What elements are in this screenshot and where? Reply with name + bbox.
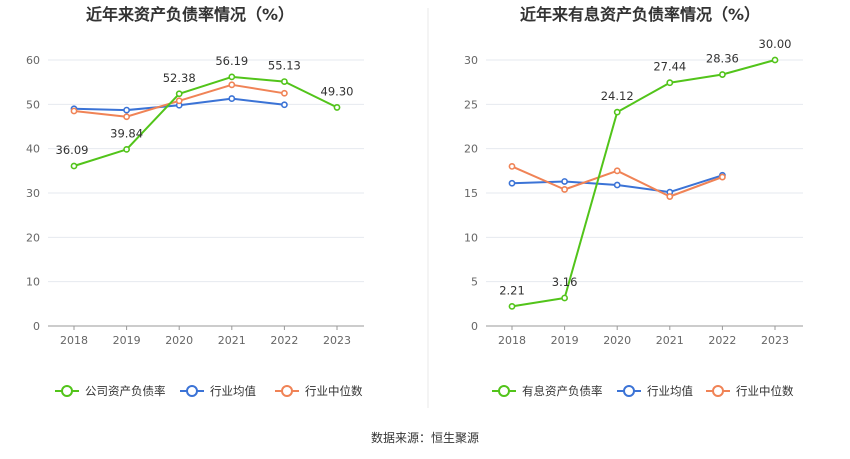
data-point-median [666, 193, 674, 200]
x-tick-label: 2022 [708, 334, 736, 347]
data-point-avg [228, 95, 236, 102]
x-tick-label: 2018 [498, 334, 526, 347]
x-tick-label: 2019 [113, 334, 141, 347]
data-point-avg [561, 178, 568, 185]
series-line-company [73, 75, 338, 167]
y-tick-label: 40 [26, 143, 40, 156]
legend-marker-icon [61, 385, 73, 397]
y-tick-label: 20 [26, 231, 40, 244]
y-tick-label: 10 [26, 276, 40, 289]
legend-marker-icon [712, 385, 724, 397]
data-point-company [666, 79, 674, 87]
data-label: 49.30 [321, 84, 354, 98]
chart-title: 近年来有息资产负债率情况（%） [520, 5, 760, 24]
data-point-avg [613, 181, 621, 189]
x-tick-label: 2019 [551, 334, 579, 347]
data-label: 28.36 [706, 52, 739, 66]
y-tick-label: 20 [464, 143, 478, 156]
x-tick-label: 2021 [218, 334, 246, 347]
data-point-company [613, 108, 621, 116]
data-point-company [771, 56, 779, 64]
legend-item-company[interactable]: 有息资产负债率 [492, 384, 603, 398]
data-point-company [280, 78, 288, 85]
data-point-median [228, 81, 236, 89]
data-point-median [280, 89, 288, 97]
legend-label: 行业中位数 [305, 384, 363, 398]
data-label: 55.13 [268, 59, 301, 73]
data-point-median [613, 167, 621, 175]
data-point-median [561, 186, 568, 193]
data-point-avg [508, 179, 516, 187]
x-tick-label: 2020 [165, 334, 193, 347]
legend-item-median[interactable]: 行业中位数 [706, 384, 794, 398]
legend-label: 公司资产负债率 [85, 384, 166, 398]
legend-marker-icon [623, 385, 635, 397]
data-label: 30.00 [759, 37, 792, 51]
data-point-median [508, 162, 516, 170]
data-point-company [175, 90, 183, 98]
legend-label: 有息资产负债率 [522, 384, 603, 398]
data-point-median [175, 97, 183, 105]
data-point-company [333, 104, 341, 111]
legend-item-median[interactable]: 行业中位数 [275, 384, 363, 398]
legend-item-avg[interactable]: 行业均值 [180, 384, 256, 398]
legend-label: 行业均值 [647, 384, 693, 398]
y-tick-label: 0 [33, 320, 40, 333]
data-point-company [508, 303, 516, 310]
data-point-company [719, 71, 726, 78]
x-tick-label: 2023 [761, 334, 789, 347]
y-tick-label: 50 [26, 98, 40, 111]
interest-bearing-debt-ratio-chart: 近年来有息资产负债率情况（%） 0 5 10 15 20 25 30 2018 2019 2020… [464, 5, 803, 398]
data-label: 56.19 [215, 54, 248, 68]
data-point-avg [280, 101, 288, 109]
data-label: 36.09 [56, 143, 89, 157]
data-label: 52.38 [163, 71, 196, 85]
data-point-avg [123, 106, 130, 114]
data-point-median [123, 113, 130, 121]
data-point-median [719, 173, 726, 181]
legend-item-company[interactable]: 公司资产负债率 [55, 384, 166, 398]
x-tick-label: 2023 [323, 334, 351, 347]
legend-label: 行业中位数 [736, 384, 794, 398]
chart-title: 近年来资产负债率情况（%） [86, 5, 294, 24]
data-point-company [70, 162, 78, 170]
data-label: 39.84 [110, 126, 143, 140]
debt-ratio-chart: 近年来资产负债率情况（%） 0 10 20 30 40 50 60 2018 2019 2020 2… [26, 5, 364, 398]
y-tick-label: 10 [464, 231, 478, 244]
x-tick-label: 2021 [656, 334, 684, 347]
legend-marker-icon [186, 385, 198, 397]
data-point-median [70, 107, 78, 115]
y-tick-label: 15 [464, 187, 478, 200]
legend-label: 行业均值 [210, 384, 256, 398]
x-tick-label: 2020 [603, 334, 631, 347]
data-label: 27.44 [653, 60, 686, 74]
data-label: 24.12 [601, 89, 634, 103]
data-point-company [228, 73, 236, 81]
legend-marker-icon [281, 385, 293, 397]
x-tick-label: 2022 [270, 334, 298, 347]
legend-item-avg[interactable]: 行业均值 [617, 384, 693, 398]
data-label: 3.16 [552, 275, 578, 289]
data-source-note: 数据来源：恒生聚源 [371, 430, 479, 445]
data-label: 2.21 [499, 283, 525, 297]
y-tick-label: 30 [26, 187, 40, 200]
y-tick-label: 60 [26, 54, 40, 67]
data-point-company [561, 294, 568, 302]
series-line-company [511, 59, 776, 308]
x-tick-label: 2018 [60, 334, 88, 347]
y-tick-label: 0 [471, 320, 478, 333]
legend-marker-icon [498, 385, 510, 397]
y-tick-label: 30 [464, 54, 478, 67]
y-tick-label: 5 [471, 276, 478, 289]
data-point-company [123, 145, 130, 153]
y-tick-label: 25 [464, 98, 478, 111]
